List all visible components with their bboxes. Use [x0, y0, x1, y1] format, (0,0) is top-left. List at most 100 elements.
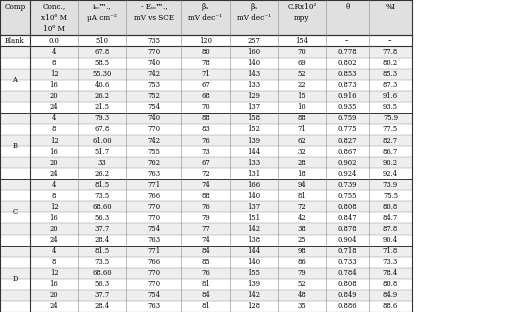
Text: 90.2: 90.2 — [383, 158, 398, 167]
Text: 20: 20 — [50, 158, 58, 167]
Text: D: D — [12, 275, 18, 283]
Text: 0.847: 0.847 — [337, 214, 357, 222]
Text: 152: 152 — [247, 125, 260, 134]
Text: x10⁶ M: x10⁶ M — [41, 14, 67, 22]
Text: 771: 771 — [147, 181, 160, 189]
Text: 133: 133 — [247, 81, 260, 89]
Text: 98: 98 — [298, 247, 306, 255]
Text: 37.7: 37.7 — [94, 291, 110, 300]
Text: 138: 138 — [247, 236, 260, 244]
Bar — [0, 257, 412, 268]
Text: 68: 68 — [201, 92, 210, 100]
Text: 86.7: 86.7 — [383, 148, 398, 156]
Text: 0.775: 0.775 — [337, 125, 357, 134]
Text: 12: 12 — [50, 137, 58, 144]
Text: 742: 742 — [147, 137, 160, 144]
Text: βₐ: βₐ — [202, 2, 209, 11]
Text: 37.7: 37.7 — [94, 225, 110, 233]
Text: 84.7: 84.7 — [383, 214, 398, 222]
Text: 77.8: 77.8 — [383, 48, 398, 56]
Text: 88: 88 — [201, 115, 210, 122]
Text: 26.2: 26.2 — [95, 170, 110, 178]
Text: 24: 24 — [50, 170, 58, 178]
Text: 92.4: 92.4 — [383, 170, 398, 178]
Text: 81: 81 — [298, 192, 306, 200]
Text: 71: 71 — [201, 70, 210, 78]
Text: 128: 128 — [247, 302, 260, 310]
Text: 754: 754 — [147, 103, 160, 111]
Text: 0.784: 0.784 — [337, 269, 357, 277]
Text: 160: 160 — [247, 48, 260, 56]
Text: 0.808: 0.808 — [337, 280, 357, 288]
Text: 0.916: 0.916 — [337, 92, 357, 100]
Text: 0.886: 0.886 — [337, 302, 357, 310]
Text: 94: 94 — [298, 181, 306, 189]
Text: 80.2: 80.2 — [383, 59, 398, 67]
Text: mpy: mpy — [294, 14, 310, 22]
Bar — [0, 223, 412, 235]
Text: 770: 770 — [147, 280, 160, 288]
Text: 735: 735 — [147, 37, 160, 45]
Text: 770: 770 — [147, 203, 160, 211]
Text: 61.00: 61.00 — [92, 137, 112, 144]
Text: 84: 84 — [201, 247, 210, 255]
Text: 139: 139 — [247, 280, 260, 288]
Bar — [0, 157, 412, 168]
Text: 20: 20 — [50, 291, 58, 300]
Bar — [0, 124, 412, 135]
Text: 84: 84 — [201, 291, 210, 300]
Text: 74: 74 — [201, 181, 210, 189]
Text: 75.9: 75.9 — [383, 115, 398, 122]
Text: 766: 766 — [147, 258, 160, 266]
Text: 763: 763 — [147, 170, 160, 178]
Text: C.Rx10²: C.Rx10² — [287, 2, 316, 11]
Text: 76: 76 — [201, 137, 210, 144]
Text: - Eₜₒ™.,: - Eₜₒ™., — [140, 2, 167, 11]
Text: 4: 4 — [52, 48, 56, 56]
Bar — [0, 113, 412, 124]
Text: 68.60: 68.60 — [92, 269, 112, 277]
Text: 24: 24 — [50, 103, 58, 111]
Bar — [0, 80, 412, 91]
Bar — [0, 179, 412, 190]
Text: 120: 120 — [199, 37, 212, 45]
Text: 87.8: 87.8 — [383, 225, 398, 233]
Text: 166: 166 — [247, 181, 260, 189]
Text: 144: 144 — [247, 148, 260, 156]
Text: --: -- — [345, 37, 350, 45]
Text: 140: 140 — [247, 59, 260, 67]
Text: 76: 76 — [201, 269, 210, 277]
Text: 763: 763 — [147, 302, 160, 310]
Text: 56.3: 56.3 — [95, 280, 110, 288]
Text: 70: 70 — [201, 103, 210, 111]
Text: 8: 8 — [52, 192, 56, 200]
Text: 69: 69 — [298, 59, 306, 67]
Text: 0.853: 0.853 — [337, 70, 357, 78]
Text: 154: 154 — [296, 37, 308, 45]
Text: 131: 131 — [247, 170, 260, 178]
Text: 88: 88 — [298, 115, 306, 122]
Text: 90.4: 90.4 — [383, 236, 398, 244]
Bar — [0, 235, 412, 246]
Text: 74: 74 — [201, 236, 210, 244]
Text: 766: 766 — [147, 192, 160, 200]
Text: 73.5: 73.5 — [95, 192, 110, 200]
Text: 73: 73 — [201, 148, 210, 156]
Text: 0.733: 0.733 — [337, 258, 357, 266]
Text: 88: 88 — [201, 192, 210, 200]
Text: 133: 133 — [247, 158, 260, 167]
Text: 73.5: 73.5 — [95, 258, 110, 266]
Text: 257: 257 — [247, 37, 260, 45]
Text: 770: 770 — [147, 269, 160, 277]
Text: 740: 740 — [147, 59, 160, 67]
Text: 38: 38 — [298, 225, 306, 233]
Text: 81.5: 81.5 — [95, 181, 110, 189]
Text: 81: 81 — [201, 302, 210, 310]
Text: 87.3: 87.3 — [383, 81, 398, 89]
Text: 0.755: 0.755 — [338, 192, 357, 200]
Text: 91.6: 91.6 — [383, 92, 398, 100]
Text: Conc.,: Conc., — [42, 2, 66, 11]
Text: 144: 144 — [247, 247, 260, 255]
Text: mV dec⁻¹: mV dec⁻¹ — [237, 14, 270, 22]
Text: 754: 754 — [147, 291, 160, 300]
